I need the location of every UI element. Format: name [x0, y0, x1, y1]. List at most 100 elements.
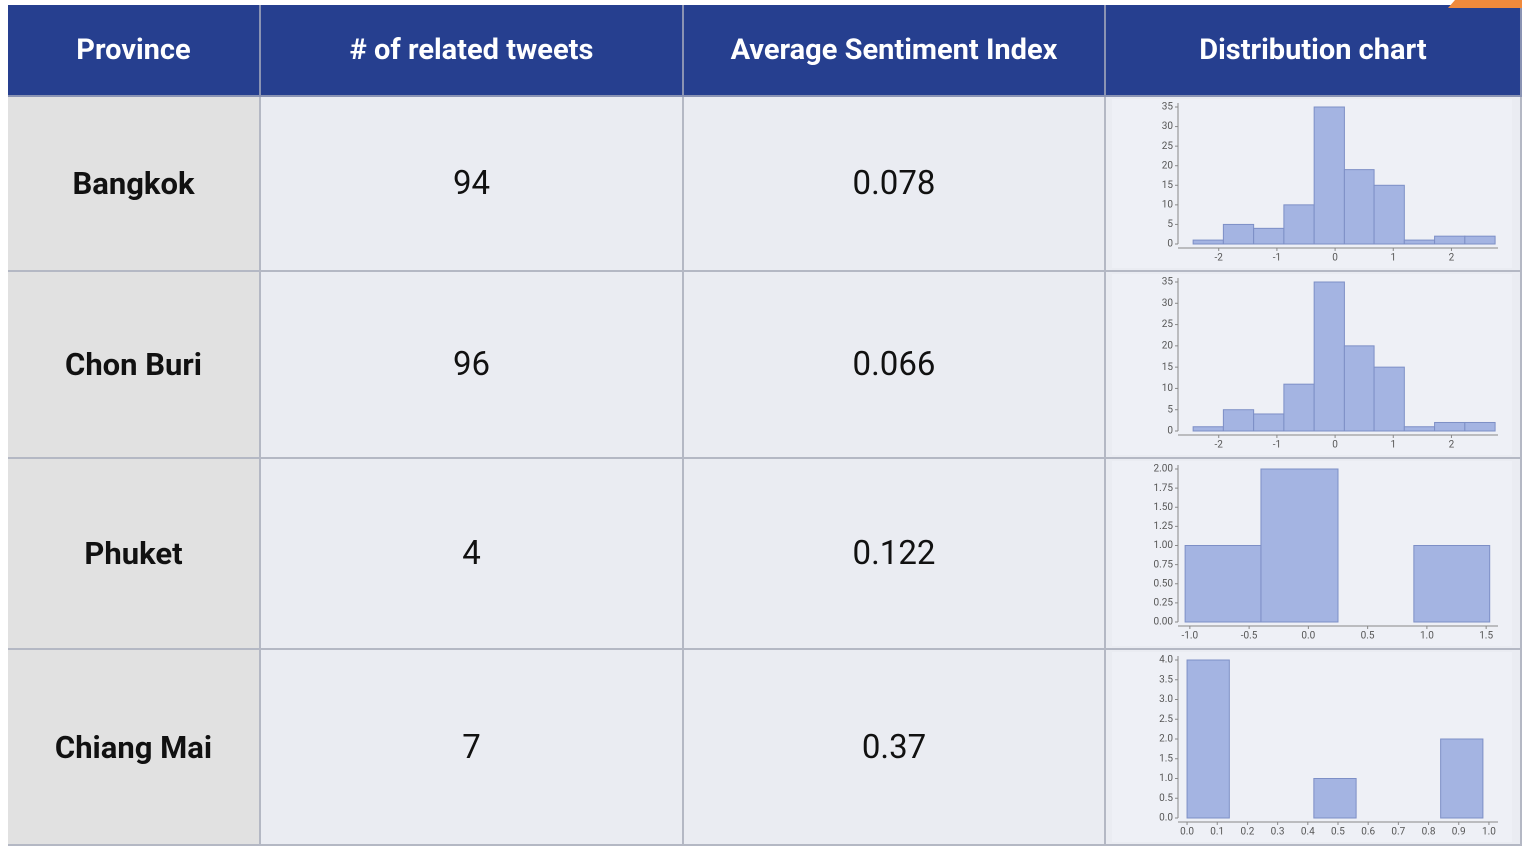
x-tick-label: 0.2: [1240, 827, 1254, 838]
x-tick-label: 0.3: [1271, 827, 1285, 838]
y-tick-label: 2.00: [1154, 464, 1174, 475]
histogram: 0 5 10 15 20 25 30 35 -2 -1 0 1 2: [1112, 274, 1512, 455]
x-tick-label: 1: [1390, 440, 1396, 451]
histogram-bar: [1253, 227, 1285, 245]
y-tick-label: 0: [1167, 239, 1173, 250]
y-tick-label: 0.0: [1159, 813, 1173, 824]
y-tick-label: 1.5: [1159, 753, 1173, 764]
histogram-bar: [1313, 778, 1357, 819]
province-cell: Chon Buri: [8, 272, 261, 459]
histogram-bar: [1283, 383, 1315, 432]
province-cell: Phuket: [8, 459, 261, 650]
histogram-bar: [1403, 239, 1436, 245]
x-tick-label: 1: [1390, 253, 1396, 264]
sentiment-cell: 0.066: [684, 272, 1106, 459]
histogram-bar: [1373, 366, 1405, 432]
y-tick-label: 20: [1162, 160, 1174, 171]
y-tick-label: 5: [1167, 219, 1173, 230]
x-tick-label: 0: [1332, 440, 1338, 451]
y-tick-label: 2.0: [1159, 734, 1173, 745]
histogram: 0 5 10 15 20 25 30 35 -2 -1 0 1 2: [1112, 99, 1512, 268]
header-cell: # of related tweets: [261, 5, 684, 97]
y-tick-label: 1.50: [1154, 502, 1174, 513]
y-tick-label: 0.75: [1154, 559, 1174, 570]
x-tick-label: 1.5: [1479, 631, 1493, 642]
x-tick-label: 1.0: [1482, 827, 1496, 838]
y-tick-label: 0: [1167, 426, 1173, 437]
x-tick-label: -2: [1215, 440, 1224, 451]
histogram-bar: [1260, 468, 1339, 623]
x-tick-label: 1.0: [1420, 631, 1434, 642]
y-tick-label: 1.25: [1154, 521, 1174, 532]
header-cell: Average Sentiment Index: [684, 5, 1106, 97]
x-tick-label: -2: [1215, 253, 1224, 264]
y-tick-label: 30: [1162, 121, 1174, 132]
chart-cell: 0.0 0.5 1.0 1.5 2.0 2.5 3.0 3.5 4.0 0.0 0.1 0.2 0.3 0…: [1106, 650, 1522, 846]
y-tick-label: 35: [1162, 102, 1174, 113]
header-cell: Distribution chart: [1106, 5, 1522, 97]
x-tick-label: 2: [1449, 440, 1455, 451]
histogram-bar: [1373, 184, 1405, 245]
y-tick-label: 15: [1162, 180, 1174, 191]
y-tick-label: 15: [1162, 362, 1174, 373]
x-tick-label: 0.7: [1391, 827, 1405, 838]
x-tick-label: 0.4: [1301, 827, 1315, 838]
histogram-bar: [1343, 345, 1375, 432]
chart-cell: 0 5 10 15 20 25 30 35 -2 -1 0 1 2: [1106, 272, 1522, 459]
tweets-cell: 94: [261, 97, 684, 272]
y-tick-label: 10: [1162, 383, 1174, 394]
x-tick-label: 0.0: [1301, 631, 1315, 642]
x-tick-label: 2: [1449, 253, 1455, 264]
histogram-bar: [1222, 409, 1255, 432]
y-tick-label: 1.00: [1154, 540, 1174, 551]
histogram-bar: [1343, 169, 1375, 245]
y-tick-label: 2.5: [1159, 714, 1173, 725]
histogram: 0.0 0.5 1.0 1.5 2.0 2.5 3.0 3.5 4.0 0.0 0.1 0.2 0.3 0…: [1112, 652, 1512, 842]
y-tick-label: 0.50: [1154, 578, 1174, 589]
sentiment-cell: 0.078: [684, 97, 1106, 272]
x-tick-label: 0.1: [1210, 827, 1224, 838]
histogram-bar: [1192, 426, 1224, 432]
x-tick-label: 0.9: [1452, 827, 1466, 838]
histogram-bar: [1184, 545, 1262, 623]
histogram-bar: [1434, 235, 1466, 245]
y-tick-label: 0.00: [1154, 617, 1174, 628]
y-tick-label: 5: [1167, 404, 1173, 415]
y-tick-label: 35: [1162, 277, 1174, 288]
province-cell: Chiang Mai: [8, 650, 261, 846]
y-tick-label: 30: [1162, 298, 1174, 309]
histogram-bar: [1313, 106, 1345, 245]
histogram-bar: [1413, 545, 1491, 623]
x-tick-label: -1: [1273, 253, 1281, 264]
histogram-bar: [1222, 223, 1255, 245]
sentiment-cell: 0.122: [684, 459, 1106, 650]
histogram-bar: [1283, 204, 1315, 245]
y-tick-label: 20: [1162, 340, 1174, 351]
tweets-cell: 7: [261, 650, 684, 846]
header-cell: Province: [8, 5, 261, 97]
x-tick-label: 0: [1332, 253, 1338, 264]
y-tick-label: 10: [1162, 199, 1174, 210]
x-tick-label: -1: [1273, 440, 1281, 451]
y-tick-label: 3.0: [1159, 694, 1173, 705]
x-tick-label: 0.6: [1361, 827, 1375, 838]
histogram: 0.00 0.25 0.50 0.75 1.00 1.25 1.50 1.75 2.00 -1.0…: [1112, 461, 1512, 646]
histogram-bar: [1440, 738, 1484, 819]
y-tick-label: 0.5: [1159, 793, 1173, 804]
x-tick-label: -0.5: [1241, 631, 1258, 642]
histogram-bar: [1192, 239, 1224, 245]
y-tick-label: 1.75: [1154, 483, 1174, 494]
x-tick-label: 0.8: [1422, 827, 1436, 838]
y-tick-label: 1.0: [1159, 773, 1173, 784]
province-cell: Bangkok: [8, 97, 261, 272]
chart-cell: 0 5 10 15 20 25 30 35 -2 -1 0 1 2: [1106, 97, 1522, 272]
y-tick-label: 3.5: [1159, 674, 1173, 685]
histogram-bar: [1403, 426, 1436, 432]
y-tick-label: 25: [1162, 141, 1174, 152]
histogram-bar: [1464, 235, 1496, 245]
histogram-bar: [1464, 421, 1496, 432]
tweets-cell: 4: [261, 459, 684, 650]
x-tick-label: 0.0: [1180, 827, 1194, 838]
tweets-cell: 96: [261, 272, 684, 459]
